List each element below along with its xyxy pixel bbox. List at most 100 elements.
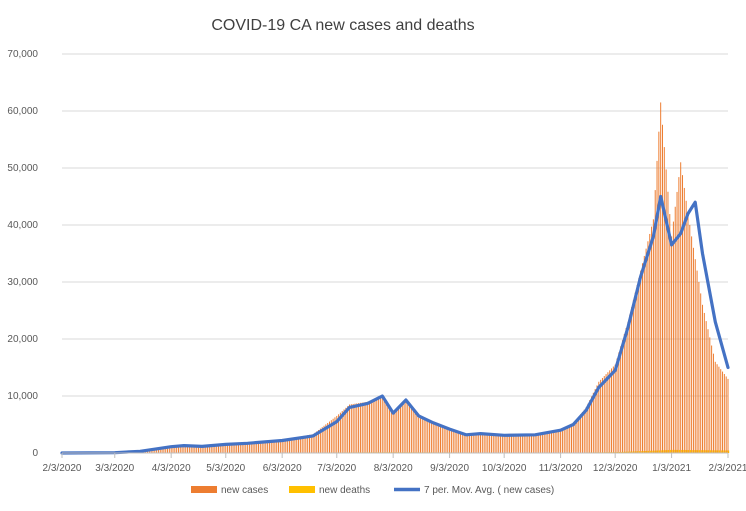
bar-new-cases bbox=[252, 442, 254, 453]
bar-new-cases bbox=[318, 429, 320, 453]
bar-new-cases bbox=[523, 434, 525, 453]
bar-new-cases bbox=[651, 226, 653, 453]
bar-new-cases bbox=[467, 435, 469, 453]
bar-new-cases bbox=[449, 429, 451, 453]
bar-new-cases bbox=[689, 225, 691, 453]
bar-new-cases bbox=[192, 445, 194, 454]
bar-new-cases bbox=[272, 440, 274, 453]
bar-new-cases bbox=[578, 416, 580, 453]
bar-new-cases bbox=[671, 236, 673, 453]
bar-new-cases bbox=[359, 402, 361, 453]
bar-new-cases bbox=[159, 448, 161, 453]
bar-new-deaths bbox=[635, 451, 637, 453]
bar-new-cases bbox=[238, 443, 240, 453]
x-tick-label: 5/3/2020 bbox=[206, 463, 245, 474]
bar-new-cases bbox=[725, 376, 727, 453]
bar-new-cases bbox=[665, 169, 667, 453]
bar-new-deaths bbox=[666, 450, 668, 453]
bar-new-cases bbox=[691, 236, 693, 453]
bar-new-cases bbox=[298, 436, 300, 453]
bar-new-cases bbox=[383, 399, 385, 453]
y-tick-label: 30,000 bbox=[7, 277, 38, 288]
bar-new-deaths bbox=[684, 449, 686, 453]
bar-new-cases bbox=[558, 429, 560, 453]
bar-new-deaths bbox=[644, 450, 646, 453]
bar-new-cases bbox=[156, 449, 158, 453]
bar-new-cases bbox=[230, 443, 232, 453]
bar-new-deaths bbox=[664, 450, 666, 453]
bar-new-cases bbox=[492, 433, 494, 453]
bar-new-cases bbox=[692, 247, 694, 453]
bar-new-cases bbox=[325, 424, 327, 453]
bar-new-cases bbox=[470, 434, 472, 453]
bar-new-cases bbox=[392, 413, 394, 453]
y-tick-label: 70,000 bbox=[7, 49, 38, 60]
bar-new-cases bbox=[611, 368, 613, 453]
bar-new-cases bbox=[501, 434, 503, 453]
bar-new-deaths bbox=[673, 449, 675, 453]
bar-new-cases bbox=[565, 426, 567, 453]
bar-new-deaths bbox=[715, 450, 717, 453]
bar-new-deaths bbox=[675, 449, 677, 453]
bar-new-cases bbox=[439, 425, 441, 453]
bar-new-cases bbox=[312, 434, 314, 453]
x-tick-label: 11/3/2020 bbox=[539, 463, 583, 474]
bar-new-cases bbox=[443, 427, 445, 453]
bar-new-cases bbox=[587, 403, 589, 453]
bar-new-cases bbox=[702, 304, 704, 453]
bar-new-cases bbox=[367, 401, 369, 453]
bar-new-cases bbox=[512, 434, 514, 453]
bar-new-cases bbox=[478, 433, 480, 453]
bar-new-cases bbox=[217, 444, 219, 453]
bar-new-deaths bbox=[689, 450, 691, 453]
bar-new-cases bbox=[627, 321, 629, 453]
bar-new-cases bbox=[516, 434, 518, 453]
bar-new-cases bbox=[469, 435, 471, 453]
bar-new-cases bbox=[181, 445, 183, 453]
bar-new-cases bbox=[445, 427, 447, 453]
bar-new-cases bbox=[663, 147, 665, 453]
bar-new-deaths bbox=[726, 450, 728, 453]
y-axis: 0 10,000 20,000 30,000 40,000 50,000 60,000 70,… bbox=[7, 49, 38, 459]
bar-new-cases bbox=[296, 437, 298, 453]
bar-new-cases bbox=[711, 345, 713, 453]
bar-new-cases bbox=[638, 277, 640, 453]
bar-new-cases bbox=[394, 411, 396, 453]
bar-new-cases bbox=[205, 446, 207, 453]
bar-new-cases bbox=[356, 403, 358, 453]
legend-label: new deaths bbox=[319, 485, 370, 496]
bar-new-cases bbox=[288, 438, 290, 453]
legend: new cases new deaths 7 per. Mov. Avg. ( ne… bbox=[191, 485, 554, 496]
bar-new-cases bbox=[594, 389, 596, 453]
bar-new-cases bbox=[709, 337, 711, 453]
y-tick-label: 40,000 bbox=[7, 220, 38, 231]
bar-new-cases bbox=[661, 124, 663, 454]
bar-new-cases bbox=[248, 442, 250, 453]
bar-new-deaths bbox=[631, 451, 633, 453]
bar-new-cases bbox=[436, 424, 438, 453]
bar-new-deaths bbox=[648, 450, 650, 453]
bar-new-deaths bbox=[688, 450, 690, 453]
bar-new-cases bbox=[456, 432, 458, 453]
bar-new-cases bbox=[187, 445, 189, 453]
bar-new-cases bbox=[700, 293, 702, 453]
bar-new-cases bbox=[458, 432, 460, 453]
bar-new-cases bbox=[188, 445, 190, 453]
bar-new-cases bbox=[498, 434, 500, 453]
bar-new-cases bbox=[474, 434, 476, 453]
bar-new-cases bbox=[161, 448, 163, 453]
bar-new-cases bbox=[399, 404, 401, 453]
legend-swatch bbox=[289, 486, 315, 493]
bar-new-cases bbox=[330, 420, 332, 453]
bar-new-cases bbox=[174, 446, 176, 453]
bar-new-cases bbox=[465, 435, 467, 453]
bar-new-cases bbox=[261, 441, 263, 453]
bar-new-cases bbox=[631, 307, 633, 453]
bar-new-cases bbox=[319, 428, 321, 453]
x-tick-label: 2/3/2020 bbox=[43, 463, 82, 474]
bar-new-cases bbox=[250, 442, 252, 453]
bar-new-cases bbox=[165, 447, 167, 453]
bar-new-cases bbox=[323, 425, 325, 453]
bar-new-cases bbox=[216, 444, 218, 453]
x-tick-label: 12/3/2020 bbox=[593, 463, 638, 474]
